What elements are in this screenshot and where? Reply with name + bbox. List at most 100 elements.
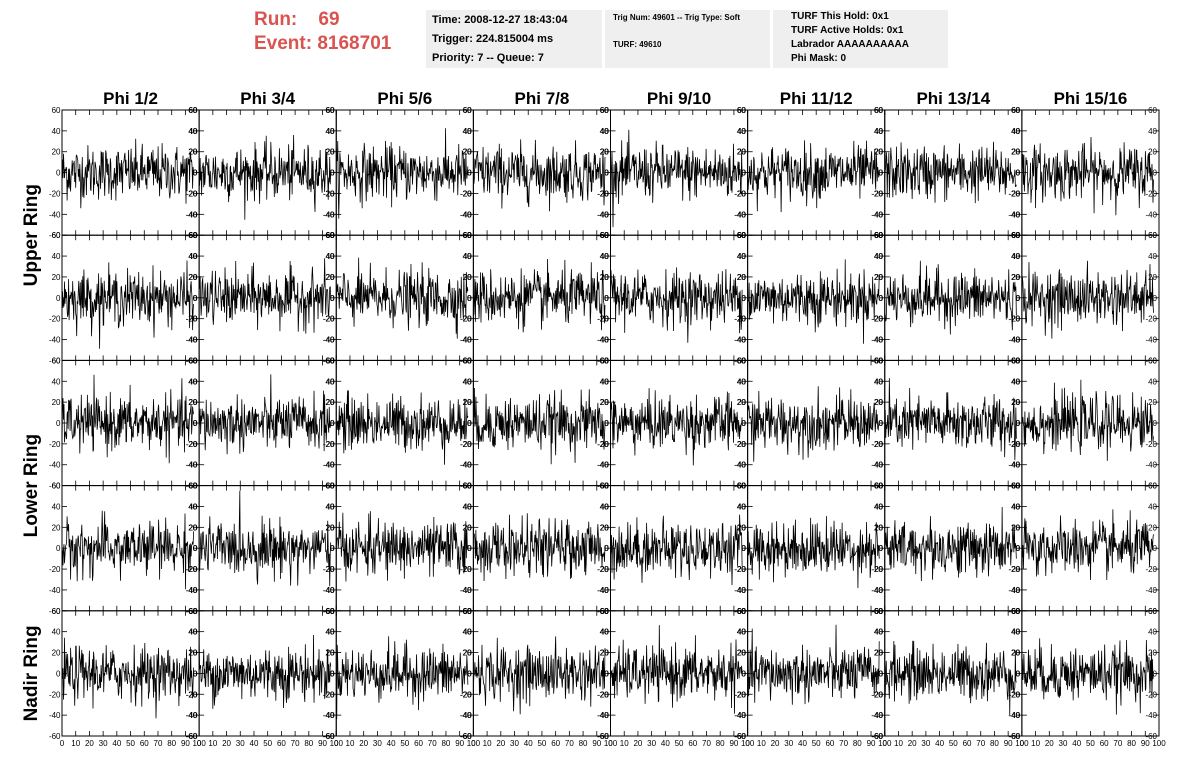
y-tick-label: 60	[600, 106, 609, 115]
y-tick-label: -40	[460, 461, 472, 470]
y-tick-label: 20	[326, 649, 335, 658]
y-tick-label: 40	[188, 252, 197, 261]
event-value: 8168701	[317, 33, 392, 54]
y-tick-label: 60	[737, 106, 746, 115]
y-tick-label: 20	[874, 398, 883, 407]
y-tick-label: -20	[186, 315, 198, 324]
y-tick-label: 60	[189, 607, 198, 616]
y-tick-label: 60	[463, 231, 472, 240]
y-tick-label: -40	[597, 711, 609, 720]
y-tick-label: -40	[186, 586, 198, 595]
y-tick-label: 20	[1011, 398, 1020, 407]
y-tick-label: 60	[1011, 231, 1020, 240]
y-tick-label: -20	[597, 690, 609, 699]
y-tick-label: -60	[323, 732, 335, 741]
x-tick-label: 0	[883, 739, 888, 748]
y-tick-label: 20	[463, 148, 472, 157]
y-tick-label: -40	[49, 711, 61, 720]
y-tick-label: 60	[600, 482, 609, 491]
y-tick-label: -60	[1008, 732, 1020, 741]
y-tick-label: 20	[600, 523, 609, 532]
y-tick-label: -20	[460, 315, 472, 324]
waveform-trace	[610, 514, 743, 586]
y-tick-label: -40	[186, 210, 198, 219]
y-tick-label: 20	[52, 273, 61, 282]
ring-label: Nadir Ring	[21, 625, 42, 721]
x-tick-label: 100	[192, 739, 206, 748]
x-tick-label: 50	[949, 739, 958, 748]
y-tick-label: 0	[878, 294, 883, 303]
y-tick-label: 20	[874, 649, 883, 658]
y-tick-label: -40	[597, 586, 609, 595]
y-tick-label: 0	[879, 669, 884, 678]
y-tick-label: -20	[734, 189, 746, 198]
waveform-trace	[884, 260, 1017, 335]
y-tick-label: 60	[188, 231, 197, 240]
y-tick-label: 20	[737, 148, 746, 157]
y-tick-label: 20	[600, 523, 609, 532]
y-tick-label: -40	[872, 586, 884, 595]
y-tick-label: -60	[49, 732, 61, 741]
x-tick-label: 80	[1127, 739, 1136, 748]
y-tick-label: -60	[49, 231, 61, 240]
y-tick-label: 40	[326, 502, 335, 511]
y-tick-label: -40	[1009, 336, 1021, 345]
y-tick-label: 0	[878, 419, 883, 428]
y-tick-label: 60	[737, 106, 746, 115]
y-tick-label: -20	[871, 565, 883, 574]
y-tick-label: -20	[1009, 189, 1021, 198]
y-tick-label: 40	[737, 377, 746, 386]
y-tick-label: -20	[49, 690, 61, 699]
y-tick-label: -60	[49, 607, 61, 616]
waveform-trace	[884, 640, 1017, 716]
y-tick-label: 40	[325, 377, 334, 386]
y-tick-label: -20	[1145, 440, 1157, 449]
x-tick-label: 0	[334, 739, 339, 748]
x-tick-label: 100	[1152, 739, 1166, 748]
y-tick-label: -40	[597, 210, 609, 219]
y-tick-label: -20	[735, 565, 747, 574]
waveform-trace	[884, 378, 1017, 461]
y-tick-label: -40	[186, 210, 198, 219]
x-tick-label: 40	[1072, 739, 1081, 748]
y-tick-label: 60	[600, 106, 609, 115]
y-tick-label: 0	[330, 294, 335, 303]
x-tick-label: 30	[647, 739, 656, 748]
y-tick-label: 0	[879, 419, 884, 428]
x-tick-label: 90	[867, 739, 876, 748]
y-tick-label: 40	[874, 127, 883, 136]
y-tick-label: 0	[193, 294, 198, 303]
x-tick-label: 40	[112, 739, 121, 748]
y-tick-label: 20	[1011, 523, 1020, 532]
y-tick-label: 40	[600, 377, 609, 386]
y-tick-label: -40	[871, 711, 883, 720]
y-tick-label: -40	[186, 711, 198, 720]
y-tick-label: 20	[1011, 148, 1020, 157]
y-tick-label: 20	[874, 273, 883, 282]
y-tick-label: 60	[874, 356, 883, 365]
y-tick-label: -40	[323, 461, 335, 470]
waveform-trace	[335, 390, 469, 465]
y-tick-label: 40	[600, 502, 609, 511]
y-tick-label: -40	[323, 210, 335, 219]
y-tick-label: -40	[734, 210, 746, 219]
y-tick-label: 60	[1011, 482, 1020, 491]
waveform-panel: -60 -60 -40 -40 -20 -20 0 0 20 20 40 40 60 60 0 10 20 30 4…	[1009, 607, 1166, 748]
x-tick-label: 70	[1113, 739, 1122, 748]
y-tick-label: 60	[189, 482, 198, 491]
phi-label: Phi 5/6	[377, 89, 432, 108]
y-tick-label: -40	[186, 461, 198, 470]
x-tick-label: 70	[565, 739, 574, 748]
x-tick-label: 10	[1031, 739, 1040, 748]
y-tick-label: 40	[874, 628, 883, 637]
x-tick-label: 100	[741, 739, 755, 748]
y-tick-label: 40	[600, 628, 609, 637]
y-tick-label: 40	[463, 377, 472, 386]
waveform-trace	[1021, 379, 1154, 461]
trig-num-text: Trig Num: 49601 -- Trig Type: Soft	[613, 13, 740, 22]
